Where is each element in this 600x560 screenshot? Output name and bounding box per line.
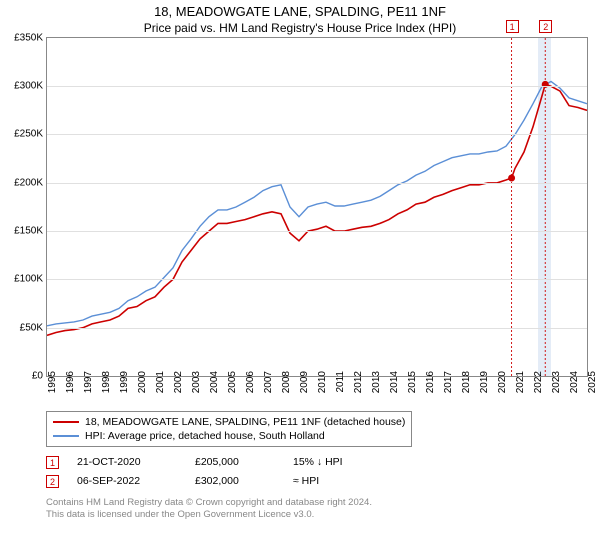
sale-marker: 1: [46, 456, 59, 469]
series-hpi: [47, 81, 587, 325]
sale-delta: 15% ↓ HPI: [293, 456, 343, 468]
x-tick-label: 2011: [335, 371, 346, 393]
gridline: [47, 279, 587, 280]
x-tick-label: 2001: [155, 371, 166, 393]
x-tick-label: 1995: [47, 371, 58, 393]
x-tick-label: 2010: [317, 371, 328, 393]
gridline: [47, 231, 587, 232]
x-tick-label: 1996: [65, 371, 76, 393]
x-tick-label: 1998: [101, 371, 112, 393]
gridline: [47, 134, 587, 135]
x-tick-label: 2013: [371, 371, 382, 393]
x-tick-label: 2023: [551, 371, 562, 393]
y-tick-label: £350K: [1, 32, 43, 43]
x-tick-label: 2006: [245, 371, 256, 393]
sale-marker: 2: [46, 475, 59, 488]
x-tick-label: 1999: [119, 371, 130, 393]
x-tick-label: 2025: [587, 371, 598, 393]
legend-swatch: [53, 435, 79, 437]
x-tick-label: 2012: [353, 371, 364, 393]
x-tick-label: 2024: [569, 371, 580, 393]
x-tick-label: 2016: [425, 371, 436, 393]
legend: 18, MEADOWGATE LANE, SPALDING, PE11 1NF …: [46, 411, 412, 447]
legend-swatch: [53, 421, 79, 423]
chart-area: £0£50K£100K£150K£200K£250K£300K£350K1995…: [46, 37, 588, 377]
x-tick-label: 2017: [443, 371, 454, 393]
legend-row: HPI: Average price, detached house, Sout…: [53, 429, 405, 443]
x-tick-label: 2019: [479, 371, 490, 393]
x-tick-label: 2005: [227, 371, 238, 393]
gridline: [47, 183, 587, 184]
x-tick-label: 1997: [83, 371, 94, 393]
legend-row: 18, MEADOWGATE LANE, SPALDING, PE11 1NF …: [53, 415, 405, 429]
sale-row: 2 06-SEP-2022 £302,000 ≈ HPI: [46, 472, 600, 491]
x-tick-label: 2008: [281, 371, 292, 393]
x-tick-label: 2015: [407, 371, 418, 393]
gridline: [47, 86, 587, 87]
footnote-line: Contains HM Land Registry data © Crown c…: [46, 497, 600, 509]
x-tick-label: 2002: [173, 371, 184, 393]
x-tick-label: 2004: [209, 371, 220, 393]
footnote-line: This data is licensed under the Open Gov…: [46, 509, 600, 521]
series-property: [47, 84, 587, 335]
y-tick-label: £50K: [1, 322, 43, 333]
y-tick-label: £150K: [1, 226, 43, 237]
x-tick-label: 2000: [137, 371, 148, 393]
y-tick-label: £300K: [1, 81, 43, 92]
marker-box: 2: [539, 20, 552, 33]
y-tick-label: £200K: [1, 177, 43, 188]
y-tick-label: £250K: [1, 129, 43, 140]
legend-label: HPI: Average price, detached house, Sout…: [85, 430, 325, 442]
x-tick-label: 2014: [389, 371, 400, 393]
sale-date: 06-SEP-2022: [77, 475, 177, 487]
y-tick-label: £0: [1, 370, 43, 381]
chart-container: 18, MEADOWGATE LANE, SPALDING, PE11 1NF …: [0, 0, 600, 560]
sale-delta: ≈ HPI: [293, 475, 319, 487]
x-tick-label: 2007: [263, 371, 274, 393]
sale-price: £302,000: [195, 475, 275, 487]
x-tick-label: 2020: [497, 371, 508, 393]
page-title: 18, MEADOWGATE LANE, SPALDING, PE11 1NF: [0, 0, 600, 21]
sales-table: 1 21-OCT-2020 £205,000 15% ↓ HPI 2 06-SEP-202…: [46, 453, 600, 491]
sale-price: £205,000: [195, 456, 275, 468]
x-tick-label: 2018: [461, 371, 472, 393]
x-tick-label: 2022: [533, 371, 544, 393]
x-tick-label: 2009: [299, 371, 310, 393]
sale-date: 21-OCT-2020: [77, 456, 177, 468]
marker-box: 1: [506, 20, 519, 33]
x-tick-label: 2021: [515, 371, 526, 393]
legend-label: 18, MEADOWGATE LANE, SPALDING, PE11 1NF …: [85, 416, 405, 428]
y-tick-label: £100K: [1, 274, 43, 285]
gridline: [47, 328, 587, 329]
sale-row: 1 21-OCT-2020 £205,000 15% ↓ HPI: [46, 453, 600, 472]
marker-dot: [508, 174, 515, 181]
chart-svg: [47, 38, 587, 376]
x-tick-label: 2003: [191, 371, 202, 393]
footnote: Contains HM Land Registry data © Crown c…: [46, 497, 600, 522]
